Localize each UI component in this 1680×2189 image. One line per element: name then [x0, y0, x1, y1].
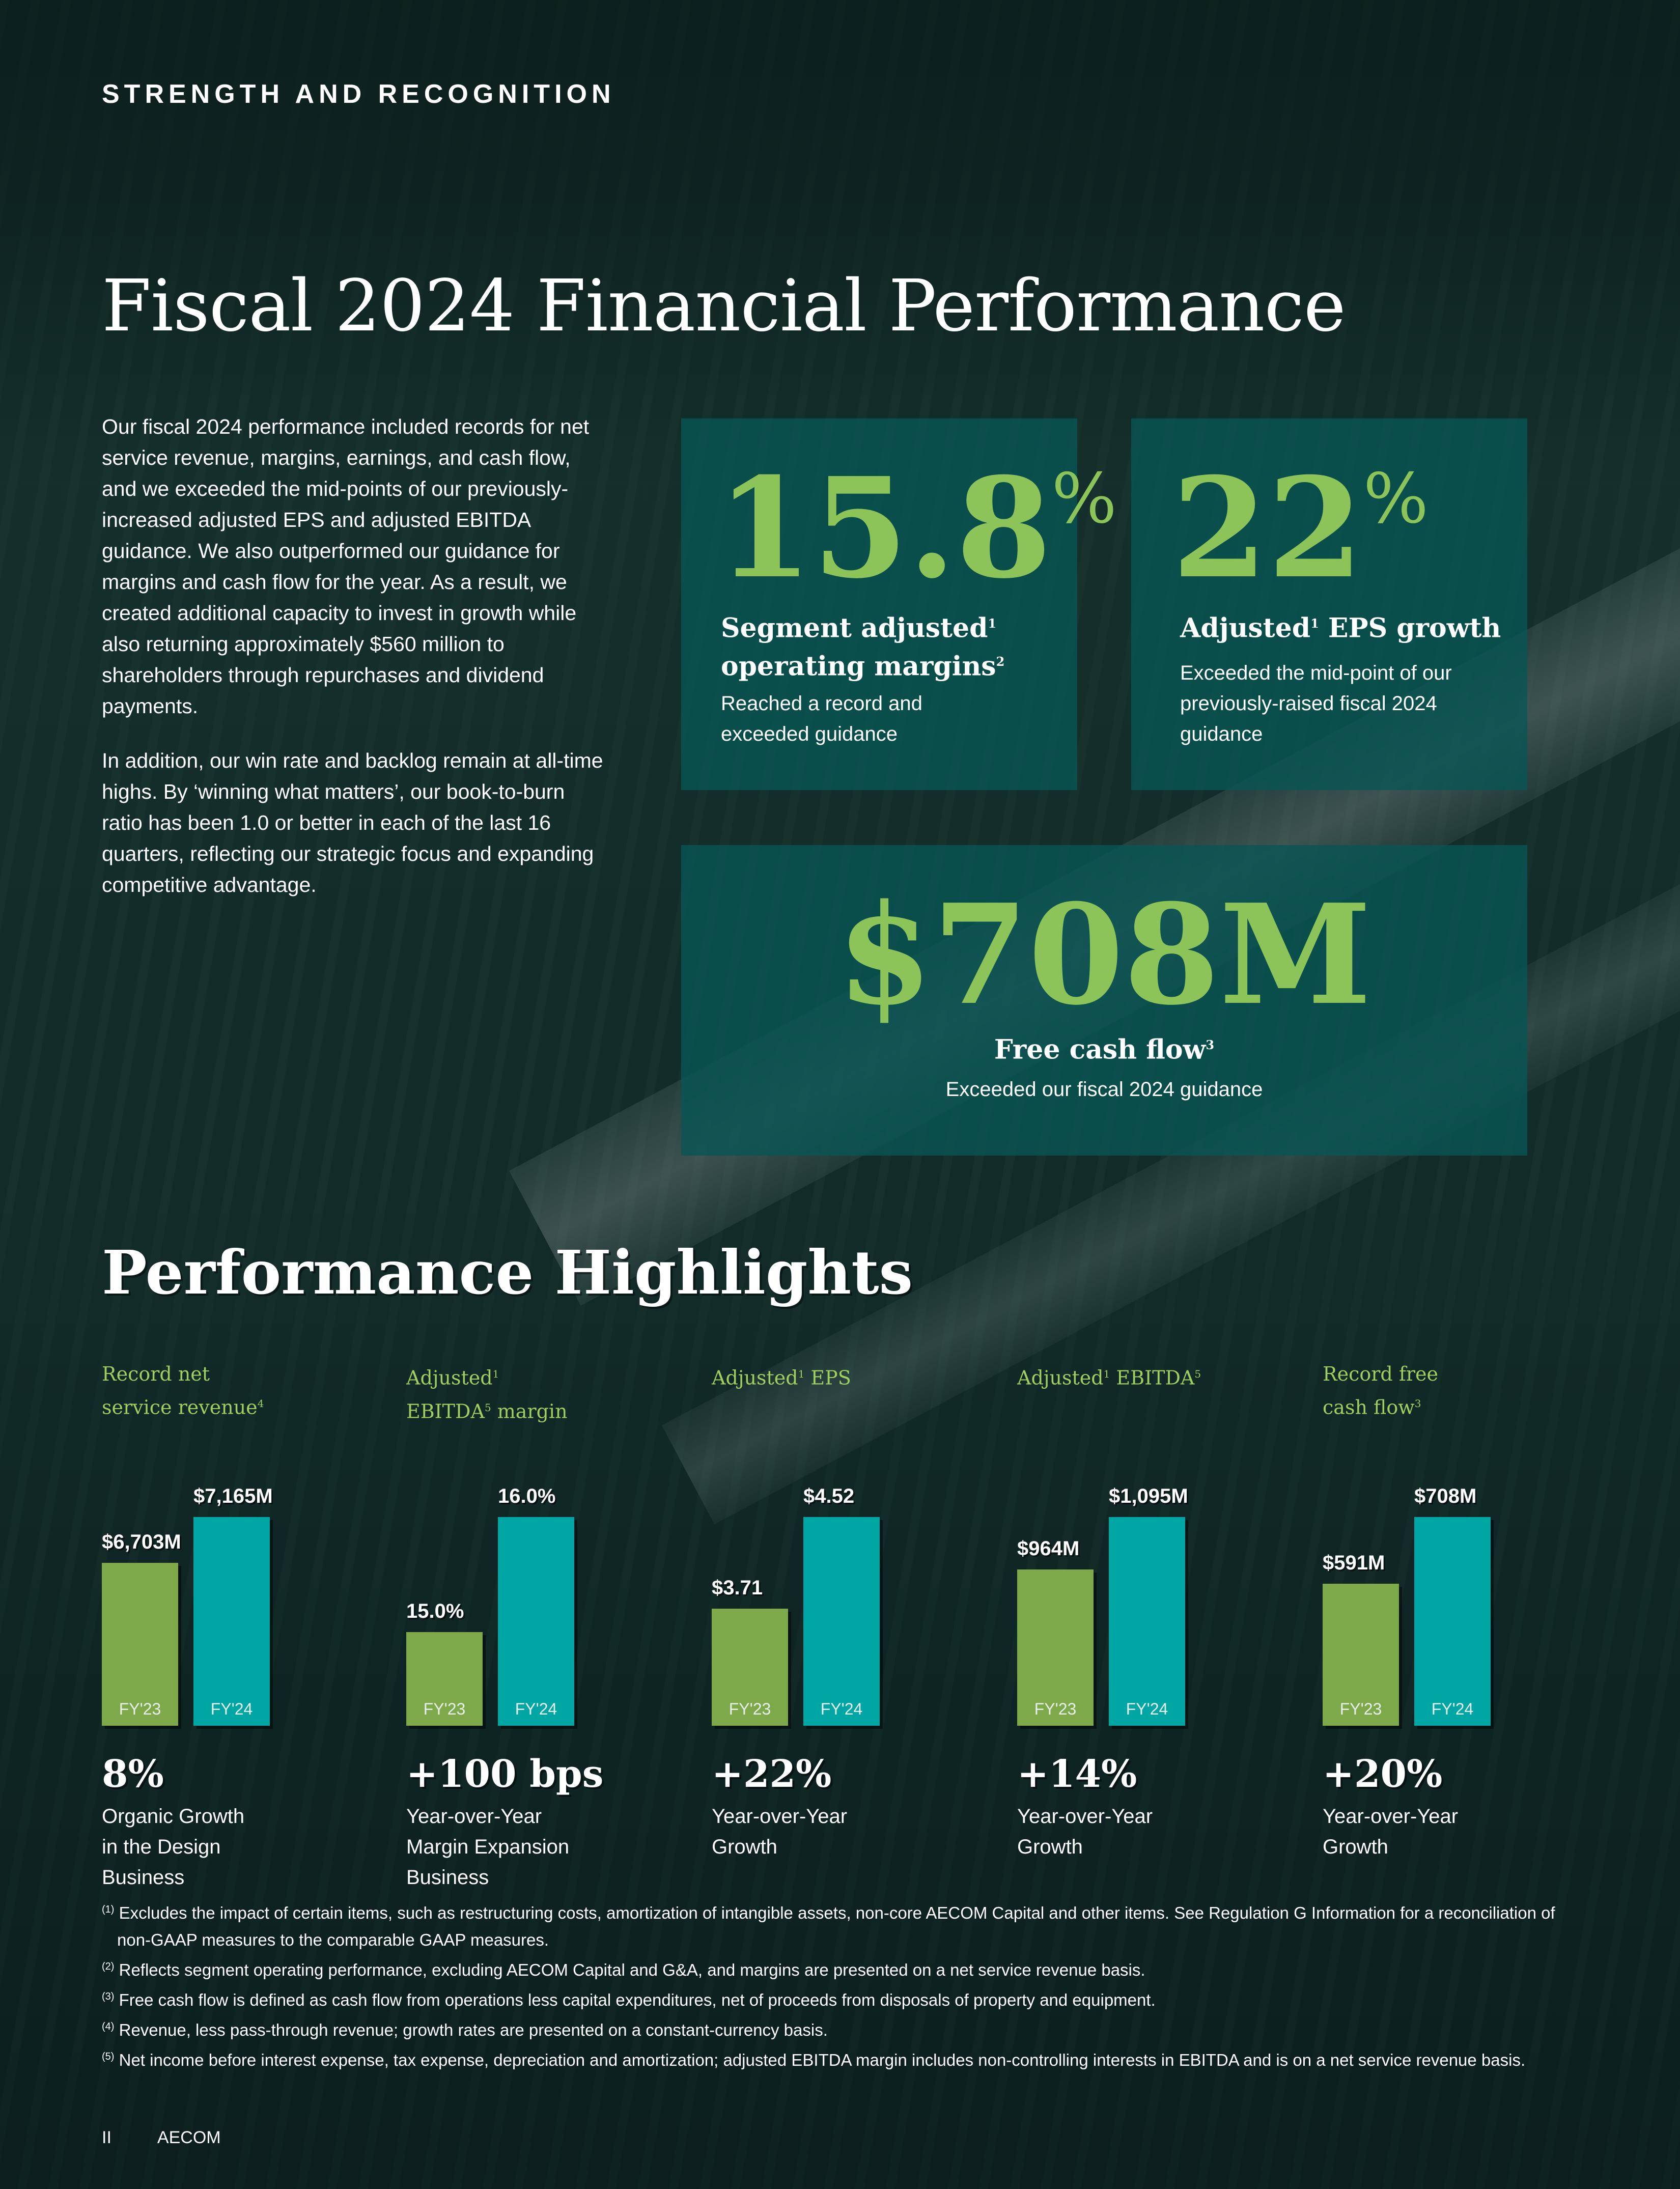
fy24-value-label: $7,165M: [193, 1485, 273, 1507]
highlight-label: Adjusted1 EBITDA5 margin: [406, 1366, 568, 1423]
card-eps-growth: 22% Adjusted1 EPS growth Exceeded the mi…: [1131, 418, 1527, 790]
highlight-chart: $591M $708M FY'23 FY'24: [1323, 1451, 1608, 1726]
highlight-net-service-revenue: Record net service revenue4 $6,703M $7,1…: [102, 1359, 387, 1893]
fy23-bar: FY'23: [406, 1632, 483, 1726]
highlight-chart: $964M $1,095M FY'23 FY'24: [1017, 1451, 1302, 1726]
footnote-4: (4) Revenue, less pass-through revenue; …: [102, 2020, 828, 2039]
section-eyebrow: STRENGTH AND RECOGNITION: [102, 79, 615, 109]
fy24-bar: FY'24: [1414, 1517, 1491, 1726]
brand-name: AECOM: [157, 2128, 221, 2147]
card-eps-value: 22%: [1172, 447, 1429, 609]
fy24-value-label: $708M: [1414, 1485, 1477, 1507]
fy23-axis-label: FY'23: [1339, 1700, 1382, 1718]
fy24-value-label: 16.0%: [498, 1485, 556, 1507]
fy24-axis-label: FY'24: [515, 1700, 557, 1718]
fy24-value-label: $4.52: [803, 1485, 855, 1507]
fy24-axis-label: FY'24: [210, 1700, 253, 1718]
page-footer: II AECOM: [102, 2128, 267, 2148]
fy23-axis-label: FY'23: [119, 1700, 161, 1718]
footnotes: (1) Excludes the impact of certain items…: [102, 1896, 1578, 2073]
card-free-cash-flow: $708M Free cash flow3 Exceeded our fisca…: [681, 845, 1527, 1156]
fy23-value-label: 15.0%: [406, 1599, 464, 1622]
fy24-bar: FY'24: [1109, 1517, 1185, 1726]
highlight-ebitda-margin: Adjusted1 EBITDA5 margin 15.0% 16.0% FY'…: [406, 1359, 691, 1893]
fy23-axis-label: FY'23: [729, 1700, 771, 1718]
card-margin-value: 15.8%: [717, 447, 1117, 609]
card-fcf-desc: Exceeded our fiscal 2024 guidance: [945, 1078, 1263, 1101]
fy24-bar: FY'24: [803, 1517, 880, 1726]
fy24-bar: FY'24: [193, 1517, 270, 1726]
highlight-metric: +100 bps: [406, 1752, 604, 1796]
highlight-label: Adjusted1 EPS: [712, 1366, 851, 1389]
highlight-metric: +14%: [1017, 1752, 1137, 1796]
highlight-label: Adjusted1 EBITDA5: [1017, 1366, 1201, 1389]
highlight-metric-desc: Year-over-Year Growth: [1323, 1805, 1459, 1858]
fy23-bar: FY'23: [712, 1609, 788, 1726]
highlight-metric: +20%: [1323, 1752, 1443, 1796]
fy23-value-label: $964M: [1017, 1537, 1080, 1560]
intro-paragraph-1: Our fiscal 2024 performance included rec…: [102, 415, 590, 718]
footnote-3: (3) Free cash flow is defined as cash fl…: [102, 1990, 1156, 2009]
footnote-5: (5) Net income before interest expense, …: [102, 2051, 1526, 2069]
card-margin-title: Segment adjusted1 operating margins2: [721, 612, 1005, 682]
highlight-metric-desc: Organic Growth in the Design Business: [102, 1805, 245, 1889]
card-fcf-title: Free cash flow3: [994, 1034, 1215, 1065]
fy24-value-label: $1,095M: [1109, 1485, 1188, 1507]
fy23-axis-label: FY'23: [1034, 1700, 1077, 1718]
page-number: II: [102, 2128, 111, 2147]
highlight-free-cash-flow: Record free cash flow3 $591M $708M FY'23…: [1323, 1359, 1608, 1862]
highlights-title: Performance Highlights: [102, 1237, 913, 1308]
highlight-adjusted-eps: Adjusted1 EPS $3.71 $4.52 FY'23 FY'24 +2…: [712, 1359, 997, 1862]
highlight-metric-desc: Year-over-Year Margin Expansion Business: [406, 1805, 570, 1889]
fy23-value-label: $3.71: [712, 1577, 763, 1599]
card-fcf-value: $708M: [836, 874, 1372, 1035]
fy23-value-label: $591M: [1323, 1552, 1385, 1575]
intro-paragraph-2: In addition, our win rate and backlog re…: [102, 749, 603, 896]
fy23-bar: FY'23: [102, 1563, 178, 1726]
highlight-label: Record net service revenue4: [102, 1363, 264, 1419]
highlight-metric: +22%: [712, 1752, 832, 1796]
highlight-chart: $3.71 $4.52 FY'23 FY'24: [712, 1451, 997, 1726]
highlight-metric-desc: Year-over-Year Growth: [1017, 1805, 1153, 1858]
card-eps-desc: Exceeded the mid-point of our previously…: [1180, 662, 1452, 745]
footnote-2: (2) Reflects segment operating performan…: [102, 1960, 1145, 1979]
fy24-bar: FY'24: [498, 1517, 574, 1726]
highlight-chart: 15.0% 16.0% FY'23 FY'24: [406, 1451, 691, 1726]
footnote-1: (1) Excludes the impact of certain items…: [102, 1903, 1555, 1949]
card-eps-title: Adjusted1 EPS growth: [1180, 612, 1501, 644]
highlight-adjusted-ebitda: Adjusted1 EBITDA5 $964M $1,095M FY'23 FY…: [1017, 1359, 1302, 1862]
highlight-metric: 8%: [102, 1752, 164, 1796]
fy24-axis-label: FY'24: [1431, 1700, 1474, 1718]
fy23-value-label: $6,703M: [102, 1531, 181, 1554]
highlight-label: Record free cash flow3: [1323, 1363, 1439, 1419]
page-title: Fiscal 2024 Financial Performance: [102, 265, 1346, 348]
card-margin-desc: Reached a record and exceeded guidance: [721, 692, 922, 745]
fy24-axis-label: FY'24: [820, 1700, 863, 1718]
fy23-axis-label: FY'23: [423, 1700, 466, 1718]
highlight-chart: $6,703M $7,165M FY'23 FY'24: [102, 1451, 387, 1726]
card-segment-margin: 15.8% Segment adjusted1 operating margin…: [681, 418, 1117, 790]
highlight-metric-desc: Year-over-Year Growth: [712, 1805, 848, 1858]
fy24-axis-label: FY'24: [1126, 1700, 1168, 1718]
intro-text: Our fiscal 2024 performance included rec…: [102, 411, 611, 924]
fy23-bar: FY'23: [1017, 1569, 1094, 1726]
fy23-bar: FY'23: [1323, 1584, 1399, 1726]
